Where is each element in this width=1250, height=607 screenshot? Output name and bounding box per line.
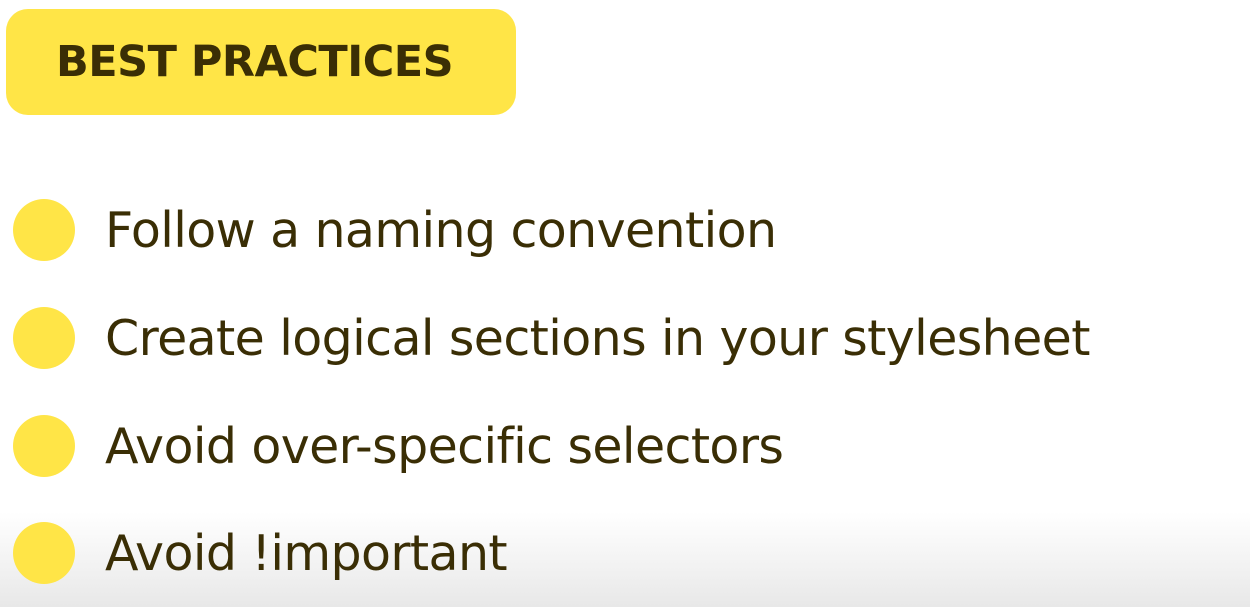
list-item-text: Create logical sections in your styleshe… (105, 309, 1090, 367)
list-item: Create logical sections in your styleshe… (13, 306, 1090, 370)
section-title-badge: BEST PRACTICES (6, 9, 516, 115)
list-item: Avoid over-specific selectors (13, 414, 784, 478)
bullet-dot-icon (13, 522, 75, 584)
bullet-dot-icon (13, 307, 75, 369)
list-item-text: Avoid !important (105, 524, 508, 582)
list-item: Follow a naming convention (13, 198, 777, 262)
list-item-text: Follow a naming convention (105, 201, 777, 259)
list-item: Avoid !important (13, 521, 508, 585)
list-item-text: Avoid over-specific selectors (105, 417, 784, 475)
bullet-dot-icon (13, 199, 75, 261)
bullet-dot-icon (13, 415, 75, 477)
section-title: BEST PRACTICES (56, 36, 454, 87)
